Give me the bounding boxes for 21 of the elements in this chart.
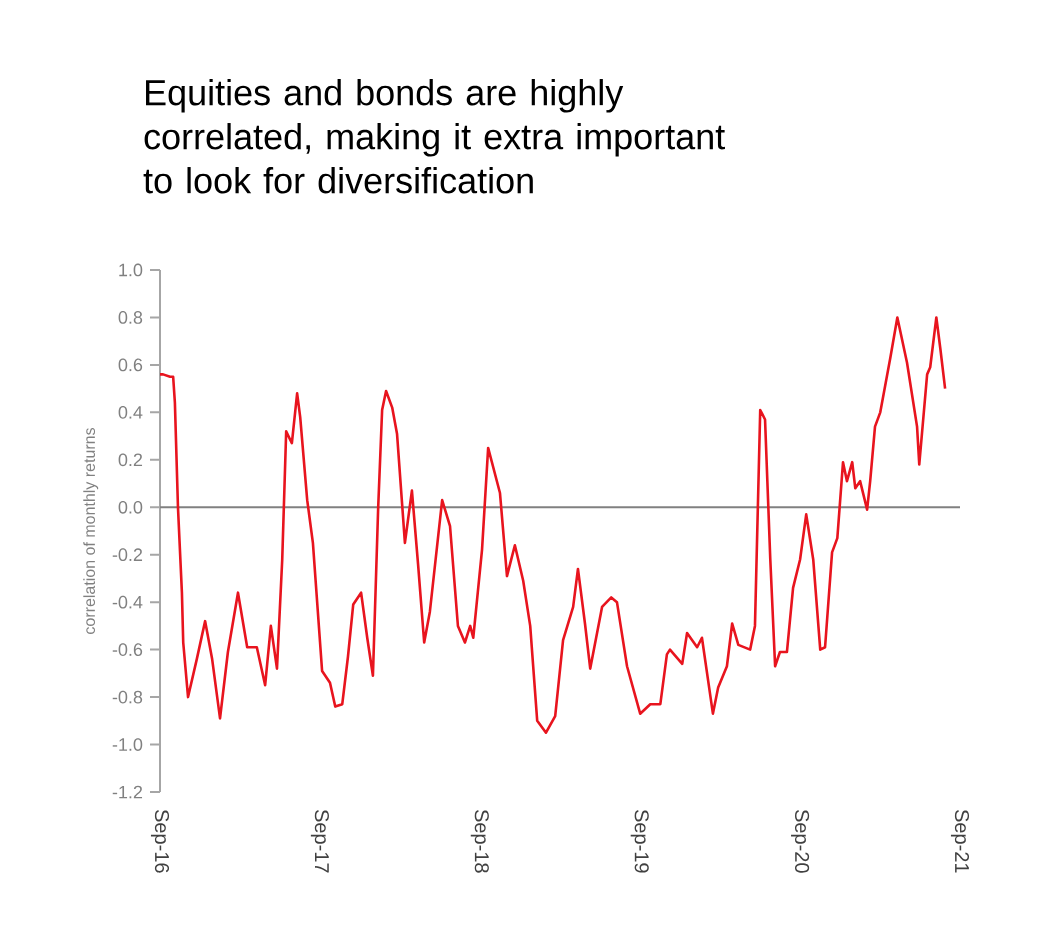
x-tick-label: Sep-18 <box>470 809 489 873</box>
y-tick-label: -0.8 <box>112 690 143 704</box>
y-tick-label: 0.2 <box>118 453 143 467</box>
y-tick-label: -0.2 <box>112 548 143 562</box>
x-tick-label: Sep-17 <box>310 809 329 873</box>
chart-title: Equities and bonds are highly correlated, making it extra important to look for diversification <box>143 79 725 194</box>
y-tick-label: 0.0 <box>118 500 143 514</box>
y-tick-label: -0.6 <box>112 643 143 657</box>
y-tick-label: 0.8 <box>118 311 143 324</box>
line-series <box>158 316 947 734</box>
y-tick-label: -1.0 <box>112 738 143 751</box>
y-tick-label: -0.4 <box>112 595 143 609</box>
y-tick-label: 0.4 <box>118 405 143 419</box>
y-axis-title: correlation of monthly returns <box>83 427 99 634</box>
x-tick-label: Sep-20 <box>791 809 810 873</box>
x-tick-label: Sep-16 <box>150 809 170 873</box>
x-tick-label: Sep-19 <box>630 809 649 873</box>
y-tick-label: 0.6 <box>118 358 143 372</box>
x-tick-label: Sep-21 <box>950 809 970 873</box>
y-tick-label: 1.0 <box>119 263 143 277</box>
y-tick-label: -1.2 <box>112 785 143 799</box>
